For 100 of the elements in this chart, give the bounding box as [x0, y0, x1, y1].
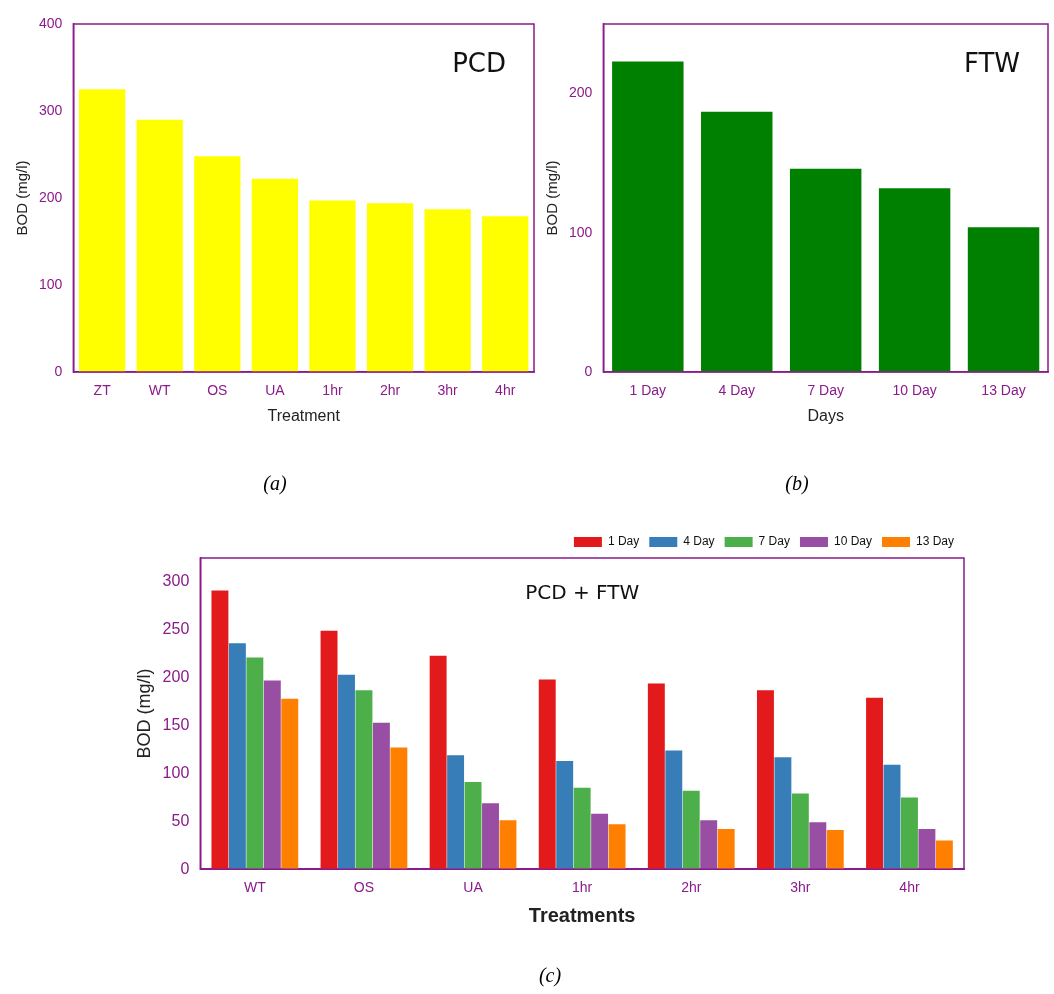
- x-axis-title: Treatments: [528, 903, 636, 926]
- bar: [211, 590, 229, 870]
- bar: [682, 790, 700, 870]
- y-tick-label: 0: [180, 859, 190, 877]
- bar: [612, 61, 684, 372]
- bar: [309, 200, 356, 372]
- legend-label: 1 Day: [607, 534, 640, 549]
- y-tick-label: 0: [584, 362, 593, 379]
- bar: [756, 690, 774, 870]
- y-tick-label: 100: [162, 763, 190, 781]
- bar: [355, 690, 373, 870]
- x-tick-label: 2hr: [379, 382, 401, 399]
- x-tick-label: 3hr: [437, 382, 459, 399]
- bar: [556, 761, 574, 870]
- bar: [320, 630, 338, 870]
- legend-label: 7 Day: [758, 534, 790, 549]
- y-tick-label: 200: [569, 84, 593, 101]
- x-tick-label: 13 Day: [981, 382, 1026, 399]
- bar: [372, 722, 390, 870]
- legend-label: 4 Day: [683, 534, 715, 549]
- bar: [338, 674, 355, 870]
- bar: [935, 840, 953, 870]
- text: (a): [262, 472, 288, 495]
- text: (b): [784, 472, 810, 495]
- x-tick-label: 1hr: [322, 382, 343, 399]
- x-tick-label: 2hr: [681, 879, 702, 896]
- text: (c): [537, 964, 563, 987]
- bar: [482, 803, 499, 870]
- bar: [665, 750, 683, 870]
- bar: [809, 822, 827, 870]
- bar: [136, 119, 183, 372]
- y-tick-label: 300: [162, 572, 190, 590]
- y-tick-label: 400: [39, 14, 63, 31]
- bar: [866, 697, 883, 870]
- x-tick-label: 4 Day: [718, 382, 756, 399]
- bar: [251, 178, 299, 372]
- x-tick-label: OS: [353, 879, 375, 896]
- bar: [591, 813, 609, 870]
- text: FTW: [963, 47, 1020, 78]
- x-axis-title: Days: [807, 406, 844, 424]
- y-axis-title: BOD (mg/l): [133, 668, 154, 759]
- bar: [499, 820, 517, 870]
- bar: [538, 679, 556, 870]
- x-tick-label: 1 Day: [629, 382, 667, 399]
- legend-label: 10 Day: [833, 534, 872, 549]
- bar: [647, 683, 665, 870]
- bar: [246, 657, 264, 870]
- y-tick-label: 100: [569, 223, 593, 240]
- x-tick-label: WT: [148, 382, 172, 399]
- bar: [281, 698, 299, 870]
- x-tick-label: UA: [265, 382, 286, 399]
- bar: [700, 820, 718, 870]
- bar: [573, 787, 591, 870]
- y-axis-title: BOD (mg/l): [13, 160, 31, 236]
- x-tick-label: 7 Day: [807, 382, 844, 399]
- bar: [608, 824, 626, 870]
- x-tick-label: UA: [463, 879, 484, 896]
- y-tick-label: 50: [171, 811, 190, 829]
- y-tick-label: 150: [162, 715, 190, 733]
- bar: [878, 188, 951, 372]
- legend-label: 13 Day: [915, 534, 955, 549]
- bar: [701, 111, 773, 372]
- y-tick-label: 100: [39, 275, 63, 292]
- bar: [366, 203, 414, 372]
- bar: [482, 216, 529, 372]
- bar: [717, 828, 735, 870]
- bar: [429, 655, 447, 870]
- x-tick-label: 3hr: [790, 879, 811, 896]
- y-tick-label: 200: [39, 188, 63, 205]
- text: PCD + FTW: [525, 580, 640, 605]
- bar: [390, 747, 408, 870]
- bar: [228, 643, 246, 870]
- x-tick-label: 4hr: [899, 879, 920, 896]
- x-tick-label: OS: [207, 382, 228, 399]
- x-tick-label: WT: [243, 879, 267, 896]
- bar: [464, 782, 482, 870]
- bar: [79, 89, 126, 372]
- y-tick-label: 0: [54, 362, 63, 379]
- y-axis-title: BOD (mg/l): [543, 160, 561, 236]
- x-tick-label: 10 Day: [892, 382, 937, 399]
- x-tick-label: 4hr: [495, 382, 516, 399]
- x-axis-title: Treatment: [267, 406, 341, 424]
- y-tick-label: 250: [162, 620, 190, 638]
- bar: [883, 764, 901, 870]
- y-tick-label: 300: [39, 101, 63, 118]
- bar: [447, 755, 465, 870]
- bar: [774, 757, 792, 870]
- x-tick-label: 1hr: [572, 879, 593, 896]
- bar: [263, 680, 281, 870]
- bar: [194, 156, 241, 372]
- text: PCD: [452, 47, 506, 78]
- bar: [918, 828, 936, 870]
- bar: [900, 797, 918, 870]
- bar: [424, 209, 471, 372]
- bar: [789, 168, 862, 372]
- y-tick-label: 200: [162, 668, 190, 686]
- bar: [967, 227, 1040, 372]
- bar: [791, 793, 809, 870]
- bar: [826, 829, 844, 870]
- x-tick-label: ZT: [93, 382, 112, 399]
